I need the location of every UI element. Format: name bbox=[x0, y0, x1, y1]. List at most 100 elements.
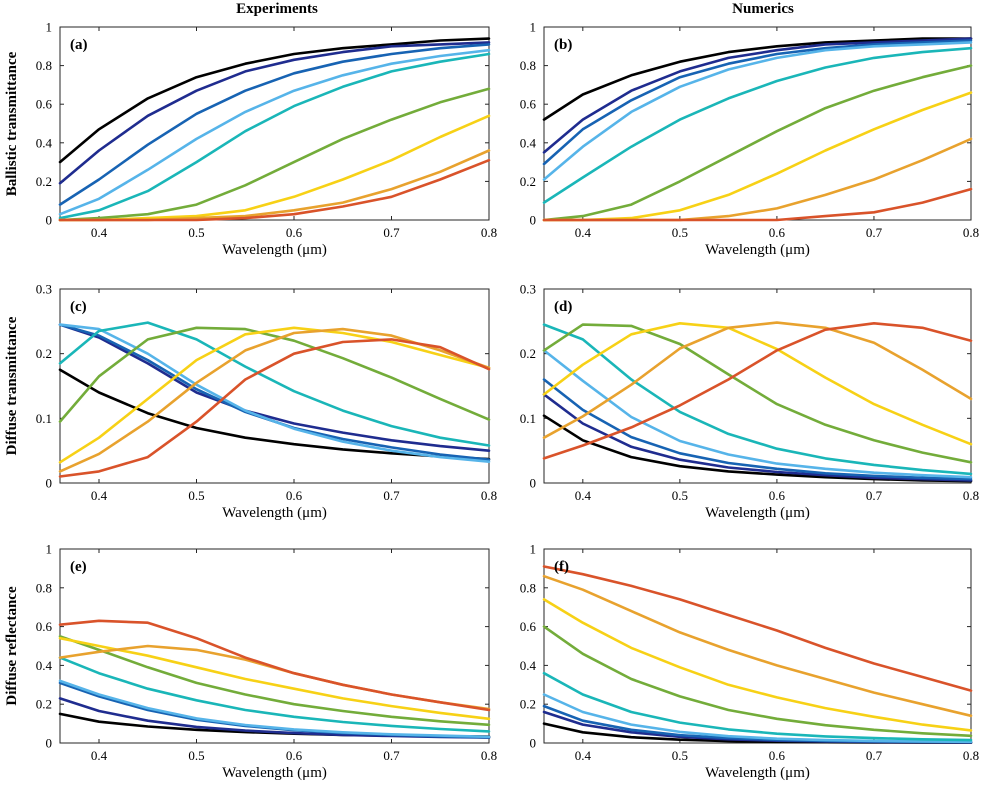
x-axis-label: Wavelength (μm) bbox=[222, 765, 327, 781]
x-tick-label: 0.7 bbox=[383, 488, 400, 503]
x-tick-label: 0.5 bbox=[188, 488, 204, 503]
series-line-6 bbox=[58, 634, 491, 727]
x-axis-label: Wavelength (μm) bbox=[705, 765, 810, 781]
x-tick-label: 0.7 bbox=[866, 488, 883, 503]
panel-label: (b) bbox=[554, 37, 572, 53]
panel-label: (a) bbox=[70, 37, 88, 53]
y-tick-label: 0.2 bbox=[520, 174, 536, 189]
x-tick-label: 0.4 bbox=[91, 225, 108, 240]
y-tick-label: 0.2 bbox=[36, 174, 52, 189]
panel-label: (c) bbox=[70, 299, 87, 315]
x-tick-label: 0.6 bbox=[286, 748, 303, 763]
series-line-7 bbox=[542, 321, 973, 446]
series-line-6 bbox=[542, 625, 973, 738]
y-tick-label: 0 bbox=[530, 476, 537, 491]
series-line-5 bbox=[542, 46, 973, 204]
series-line-4 bbox=[58, 323, 491, 464]
x-tick-label: 0.7 bbox=[866, 748, 883, 763]
plot-frame bbox=[59, 26, 490, 221]
series-line-7 bbox=[542, 91, 973, 222]
x-tick-label: 0.4 bbox=[575, 748, 592, 763]
series-line-9 bbox=[542, 565, 973, 692]
y-tick-label: 0.2 bbox=[520, 697, 536, 712]
x-tick-label: 0.4 bbox=[575, 225, 592, 240]
x-tick-label: 0.8 bbox=[963, 488, 979, 503]
series-line-4 bbox=[542, 693, 973, 744]
y-tick-label: 0 bbox=[530, 736, 537, 751]
chart-panel-5: 0.4 0.5 0.6 0.7 0.8 0 0.2 0.4 0.6 0.8 1 Wavelength … bbox=[36, 542, 497, 782]
x-axis-label: Wavelength (μm) bbox=[222, 242, 327, 258]
x-axis-label: Wavelength (μm) bbox=[705, 242, 810, 258]
series-line-2 bbox=[542, 37, 973, 154]
series-line-1 bbox=[542, 37, 973, 121]
row-label-ballistic-transmittance: Ballistic transmittance bbox=[4, 51, 20, 196]
x-tick-label: 0.7 bbox=[383, 225, 400, 240]
plot-frame bbox=[59, 288, 490, 484]
series-line-9 bbox=[542, 321, 973, 460]
column-title-experiments: Experiments bbox=[236, 1, 318, 17]
y-tick-label: 1 bbox=[530, 542, 537, 557]
y-tick-label: 1 bbox=[530, 20, 537, 35]
x-tick-label: 0.4 bbox=[91, 748, 108, 763]
chart-panel-6: 0.4 0.5 0.6 0.7 0.8 0 0.2 0.4 0.6 0.8 1 Wavelength … bbox=[520, 542, 979, 782]
y-tick-label: 1 bbox=[46, 542, 53, 557]
plot-frame bbox=[543, 26, 972, 221]
y-tick-label: 0.4 bbox=[36, 658, 53, 673]
plot-frame bbox=[543, 288, 972, 484]
series-line-6 bbox=[542, 64, 973, 222]
y-tick-label: 0.6 bbox=[36, 619, 53, 634]
series-line-9 bbox=[58, 158, 491, 222]
series-line-3 bbox=[542, 378, 973, 481]
series-line-1 bbox=[58, 368, 491, 461]
row-label-diffuse-reflectance: Diffuse reflectance bbox=[4, 586, 20, 706]
x-tick-label: 0.8 bbox=[963, 225, 979, 240]
y-tick-label: 0 bbox=[530, 213, 537, 228]
series-line-2 bbox=[58, 41, 491, 185]
series-line-8 bbox=[542, 321, 973, 440]
chart-panels: 0.4 0.5 0.6 0.7 0.8 0 0.2 0.4 0.6 0.8 1 Wavelength … bbox=[36, 20, 979, 782]
chart-panel-4: 0.4 0.5 0.6 0.7 0.8 0 0.1 0.2 0.3 Wavelength (μm)… bbox=[520, 282, 979, 522]
series-line-4 bbox=[542, 41, 973, 181]
y-tick-label: 0.2 bbox=[520, 346, 536, 361]
series-line-9 bbox=[58, 619, 491, 712]
series-line-5 bbox=[58, 656, 491, 733]
x-tick-label: 0.7 bbox=[866, 225, 883, 240]
x-tick-label: 0.6 bbox=[286, 488, 303, 503]
y-tick-label: 0.2 bbox=[36, 697, 52, 712]
y-tick-label: 0 bbox=[46, 736, 53, 751]
series-line-5 bbox=[58, 52, 491, 220]
y-tick-label: 0.1 bbox=[520, 411, 536, 426]
series-line-1 bbox=[58, 37, 491, 164]
x-tick-label: 0.6 bbox=[769, 748, 786, 763]
y-tick-label: 0.8 bbox=[36, 58, 52, 73]
panel-label: (e) bbox=[70, 559, 87, 575]
x-tick-label: 0.4 bbox=[91, 488, 108, 503]
series-line-7 bbox=[542, 598, 973, 732]
x-tick-label: 0.5 bbox=[672, 748, 688, 763]
series-line-7 bbox=[58, 326, 491, 464]
series-line-4 bbox=[58, 679, 491, 739]
y-tick-label: 0.8 bbox=[520, 58, 536, 73]
x-tick-label: 0.6 bbox=[286, 225, 303, 240]
y-tick-label: 1 bbox=[46, 20, 53, 35]
x-tick-label: 0.8 bbox=[481, 748, 497, 763]
x-tick-label: 0.5 bbox=[188, 225, 204, 240]
series-line-7 bbox=[58, 636, 491, 721]
y-tick-label: 0 bbox=[46, 213, 53, 228]
series-line-6 bbox=[542, 323, 973, 464]
x-tick-label: 0.8 bbox=[481, 488, 497, 503]
series-line-9 bbox=[542, 187, 973, 222]
panel-label: (d) bbox=[554, 299, 572, 315]
series-line-6 bbox=[58, 87, 491, 222]
y-tick-label: 0.6 bbox=[520, 619, 537, 634]
x-axis-label: Wavelength (μm) bbox=[222, 505, 327, 521]
series-line-5 bbox=[58, 321, 491, 447]
plot-frame bbox=[59, 548, 490, 744]
series-line-4 bbox=[542, 349, 973, 479]
series-line-5 bbox=[542, 323, 973, 476]
series-line-9 bbox=[58, 338, 491, 478]
x-tick-label: 0.6 bbox=[769, 225, 786, 240]
series-line-8 bbox=[542, 137, 973, 222]
series-line-4 bbox=[58, 48, 491, 216]
